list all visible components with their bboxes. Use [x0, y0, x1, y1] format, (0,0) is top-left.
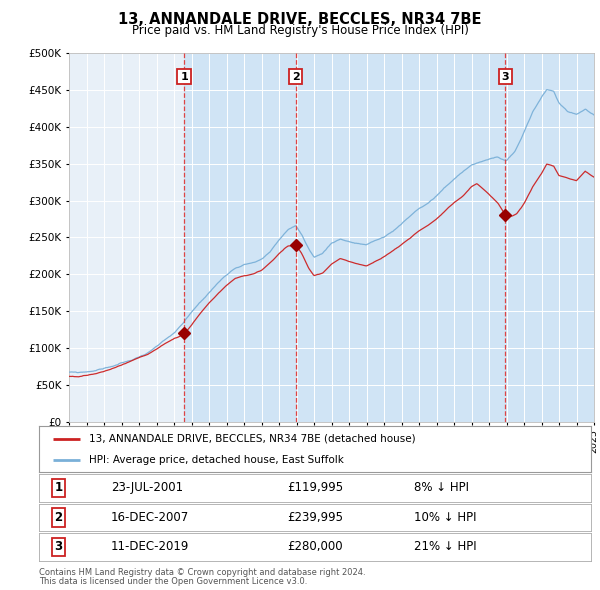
- Text: 13, ANNANDALE DRIVE, BECCLES, NR34 7BE: 13, ANNANDALE DRIVE, BECCLES, NR34 7BE: [118, 12, 482, 27]
- Text: 2: 2: [54, 511, 62, 524]
- Text: 1: 1: [54, 481, 62, 494]
- Text: Price paid vs. HM Land Registry's House Price Index (HPI): Price paid vs. HM Land Registry's House …: [131, 24, 469, 37]
- Text: £280,000: £280,000: [287, 540, 343, 553]
- Text: 13, ANNANDALE DRIVE, BECCLES, NR34 7BE (detached house): 13, ANNANDALE DRIVE, BECCLES, NR34 7BE (…: [89, 434, 415, 444]
- Text: 3: 3: [501, 72, 509, 81]
- Text: 1: 1: [180, 72, 188, 81]
- Text: 16-DEC-2007: 16-DEC-2007: [111, 511, 189, 524]
- Text: 23-JUL-2001: 23-JUL-2001: [111, 481, 183, 494]
- Text: 2: 2: [292, 72, 299, 81]
- Text: 11-DEC-2019: 11-DEC-2019: [111, 540, 189, 553]
- Text: 3: 3: [54, 540, 62, 553]
- Text: HPI: Average price, detached house, East Suffolk: HPI: Average price, detached house, East…: [89, 455, 344, 466]
- Bar: [184, 53, 296, 422]
- Text: £239,995: £239,995: [287, 511, 343, 524]
- Text: This data is licensed under the Open Government Licence v3.0.: This data is licensed under the Open Gov…: [39, 577, 307, 586]
- Bar: [296, 53, 505, 422]
- Text: 10% ↓ HPI: 10% ↓ HPI: [415, 511, 477, 524]
- Bar: [505, 53, 594, 422]
- Text: Contains HM Land Registry data © Crown copyright and database right 2024.: Contains HM Land Registry data © Crown c…: [39, 568, 365, 576]
- Text: £119,995: £119,995: [287, 481, 344, 494]
- Text: 8% ↓ HPI: 8% ↓ HPI: [415, 481, 469, 494]
- Text: 21% ↓ HPI: 21% ↓ HPI: [415, 540, 477, 553]
